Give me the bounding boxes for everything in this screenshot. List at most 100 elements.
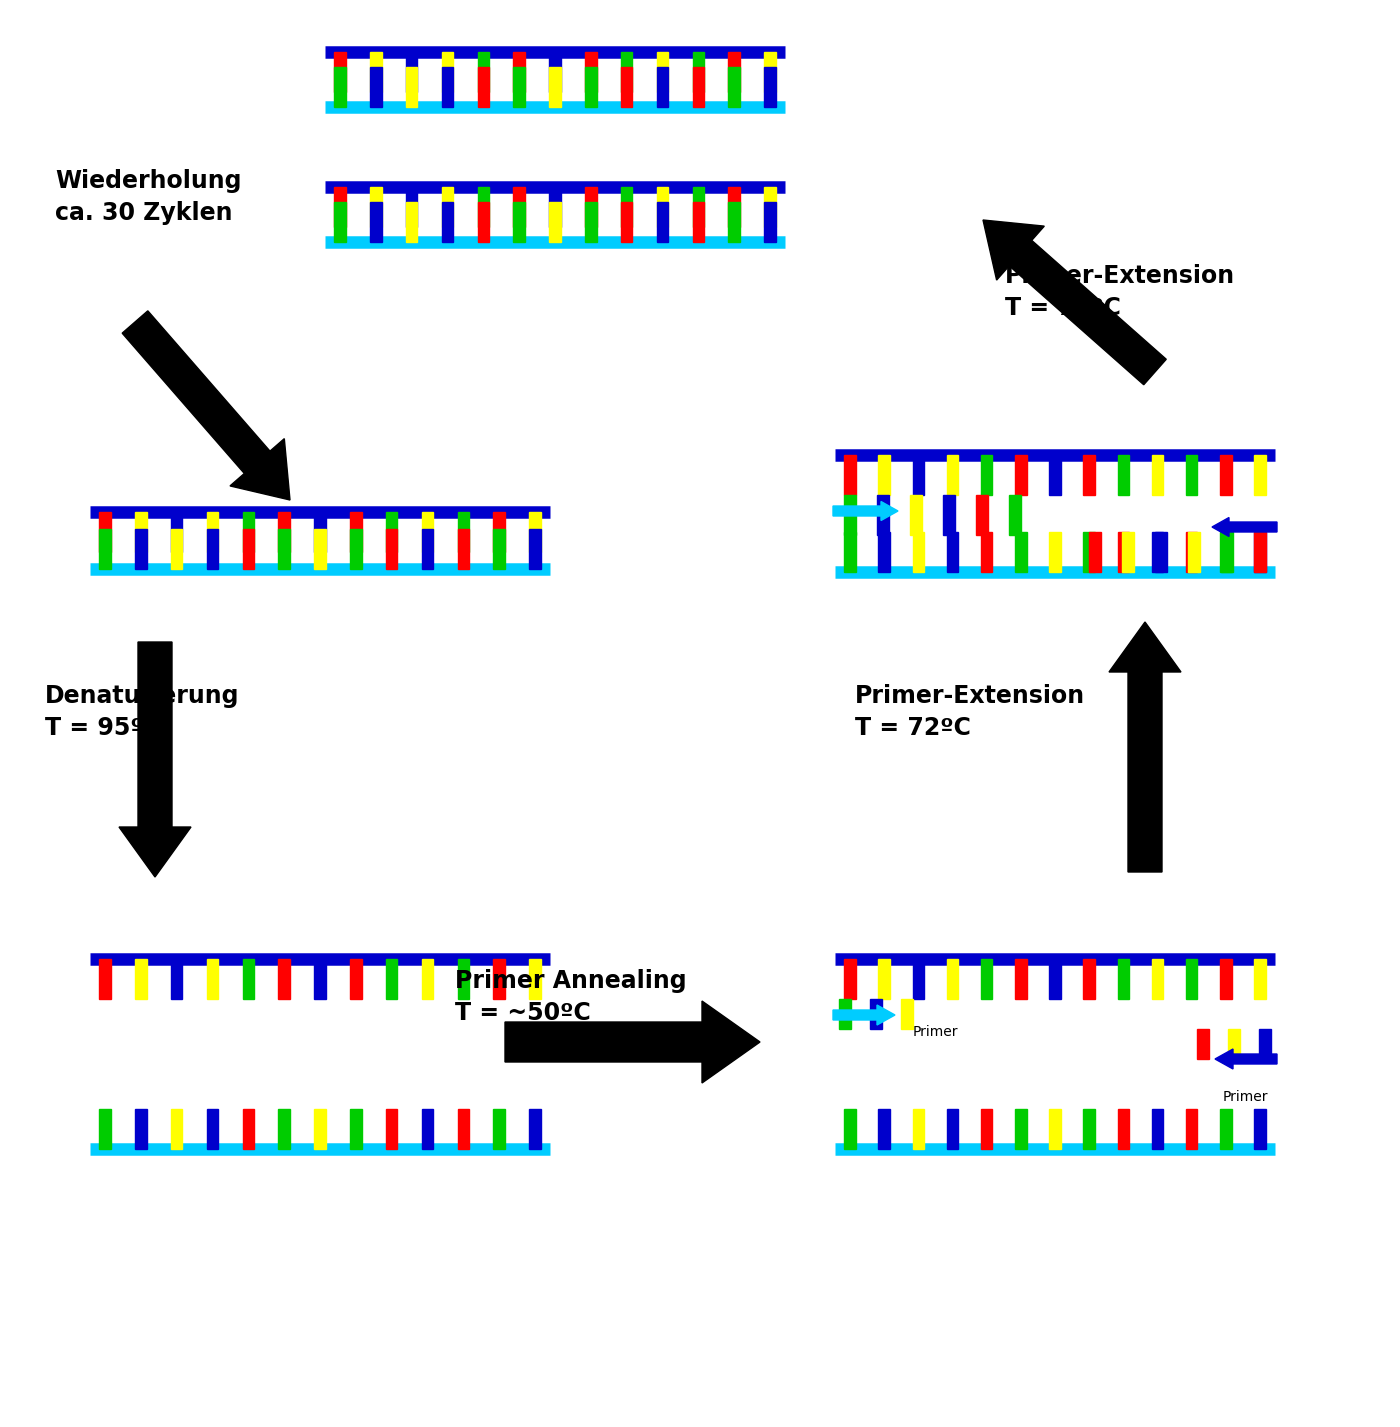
Bar — [386, 512, 398, 552]
Bar — [171, 512, 182, 552]
Bar — [1152, 532, 1163, 572]
Bar — [1155, 532, 1166, 572]
Bar — [493, 959, 505, 999]
Bar — [1152, 455, 1163, 495]
Bar — [134, 959, 147, 999]
Bar — [1015, 959, 1026, 999]
Bar — [1049, 959, 1061, 999]
FancyArrow shape — [983, 220, 1166, 385]
Bar — [622, 51, 633, 91]
Bar — [1219, 1109, 1232, 1149]
Bar — [442, 51, 454, 91]
Bar — [99, 529, 111, 569]
Bar — [493, 529, 505, 569]
Bar — [386, 1109, 398, 1149]
Bar — [764, 67, 776, 107]
Bar — [764, 187, 776, 227]
Bar — [693, 67, 704, 107]
Bar — [1123, 532, 1134, 572]
Bar — [493, 512, 505, 552]
Text: Primer: Primer — [1222, 1090, 1268, 1104]
Bar — [335, 51, 346, 91]
Bar — [976, 495, 988, 535]
Bar — [981, 959, 993, 999]
Bar — [514, 67, 525, 107]
Bar — [1009, 495, 1021, 535]
Bar — [171, 1109, 182, 1149]
Bar — [1015, 455, 1026, 495]
Bar — [421, 529, 433, 569]
Bar — [728, 187, 741, 227]
Bar — [622, 187, 633, 227]
Bar — [844, 532, 855, 572]
FancyArrow shape — [119, 642, 190, 878]
Bar — [1152, 1109, 1163, 1149]
Bar — [693, 51, 704, 91]
Bar — [477, 187, 489, 227]
Bar — [350, 959, 361, 999]
Bar — [1117, 455, 1128, 495]
Bar — [1197, 1029, 1208, 1059]
Bar — [529, 529, 540, 569]
Bar — [1186, 1109, 1197, 1149]
Bar — [279, 512, 290, 552]
Bar — [458, 529, 469, 569]
Bar — [549, 67, 561, 107]
Bar — [878, 455, 890, 495]
Bar — [1049, 1109, 1061, 1149]
Bar — [585, 203, 596, 243]
Bar — [335, 187, 346, 227]
Bar — [1015, 532, 1026, 572]
Bar — [370, 67, 382, 107]
Bar — [981, 1109, 993, 1149]
Bar — [134, 512, 147, 552]
Bar — [1254, 455, 1266, 495]
Bar — [242, 959, 253, 999]
Bar — [458, 959, 469, 999]
Bar — [1117, 959, 1128, 999]
Bar — [350, 529, 361, 569]
Bar — [1084, 959, 1095, 999]
Bar — [944, 495, 955, 535]
Bar — [622, 67, 633, 107]
Bar — [878, 959, 890, 999]
Bar — [1049, 455, 1061, 495]
Bar — [913, 959, 924, 999]
Bar — [493, 1109, 505, 1149]
Bar — [406, 67, 417, 107]
Bar — [421, 512, 433, 552]
FancyArrow shape — [1215, 1049, 1277, 1069]
Bar — [529, 512, 540, 552]
Bar — [99, 512, 111, 552]
FancyArrow shape — [505, 1000, 760, 1083]
Bar — [386, 529, 398, 569]
Bar — [946, 959, 958, 999]
Bar — [99, 959, 111, 999]
Bar — [242, 1109, 253, 1149]
Bar — [1221, 532, 1233, 572]
Bar — [134, 529, 147, 569]
Bar — [477, 67, 489, 107]
Bar — [279, 959, 290, 999]
Text: Wiederholung
ca. 30 Zyklen: Wiederholung ca. 30 Zyklen — [55, 170, 241, 225]
FancyArrow shape — [833, 501, 897, 521]
Bar — [279, 1109, 290, 1149]
Bar — [314, 512, 326, 552]
Bar — [514, 187, 525, 227]
Bar — [693, 187, 704, 227]
Bar — [981, 532, 993, 572]
Bar — [350, 512, 361, 552]
Bar — [370, 203, 382, 243]
Bar — [370, 51, 382, 91]
Bar — [442, 67, 454, 107]
Bar — [406, 187, 417, 227]
Bar — [657, 51, 668, 91]
Bar — [1260, 1029, 1271, 1059]
FancyArrow shape — [1212, 518, 1277, 537]
Bar — [1152, 959, 1163, 999]
Bar — [406, 203, 417, 243]
Bar — [728, 203, 741, 243]
Bar — [406, 51, 417, 91]
Bar — [910, 495, 921, 535]
Bar — [1117, 532, 1128, 572]
